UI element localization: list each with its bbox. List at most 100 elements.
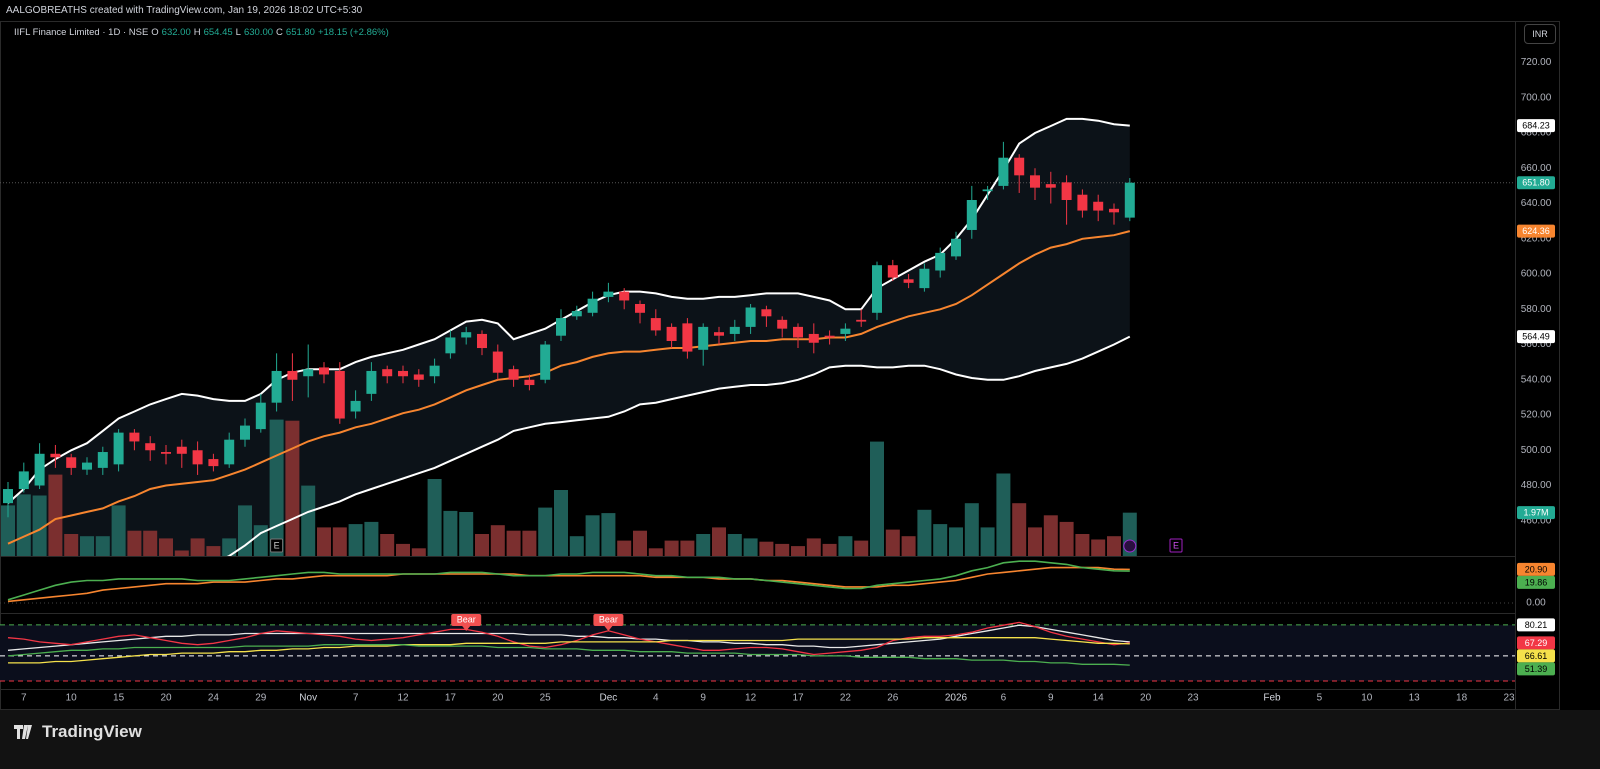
volume-bar [569, 536, 584, 556]
volume-bar [538, 507, 553, 556]
volume-bar [1091, 539, 1106, 556]
candle-body [935, 252, 946, 271]
time-tick-label: Dec [600, 693, 618, 704]
annotation-label: Bear [599, 614, 618, 624]
price-tick-label: 500.00 [1521, 445, 1552, 456]
earnings-marker [270, 538, 284, 553]
volume-bar [601, 513, 616, 556]
indicator-badge: 19.86 [1525, 577, 1548, 587]
volume-bar [95, 536, 110, 556]
candle-body [951, 238, 961, 257]
event-icon [1123, 539, 1137, 553]
volume-bar [48, 474, 63, 556]
band-badge-bg [1517, 224, 1555, 238]
close-value: 651.80 [285, 27, 315, 38]
volume-badge: 1.97M [1523, 508, 1548, 518]
legend: IIFL Finance Limited · 1D · NSE O 632.00 … [14, 27, 389, 38]
price-tick-label: 720.00 [1521, 57, 1552, 68]
candle-body [382, 369, 393, 377]
time-tick-label: 25 [540, 693, 552, 704]
candle-body [1030, 175, 1040, 188]
candle-body [556, 318, 566, 336]
volume-bar [1012, 503, 1027, 556]
candle-body [856, 319, 867, 322]
volume-bar [870, 441, 884, 556]
oscillator-badge: 67.29 [1525, 638, 1548, 648]
volume-bar [301, 485, 316, 556]
band-badge: 624.36 [1522, 226, 1550, 236]
currency-button[interactable]: INR [1524, 24, 1556, 44]
candle-body [303, 369, 314, 377]
candle-body [808, 333, 819, 343]
volume-bar [980, 527, 995, 556]
candle-body [982, 189, 993, 192]
volume-bar [648, 548, 663, 556]
time-tick-label: 22 [840, 693, 852, 704]
volume-bar [949, 527, 963, 556]
candle-body [334, 370, 345, 419]
candle-body [1093, 201, 1104, 211]
price-tick-label: 580.00 [1521, 304, 1552, 315]
volume-bar [727, 534, 742, 556]
candle-body [998, 157, 1009, 186]
indicator-line [7, 560, 1130, 601]
time-tick-label: 20 [492, 693, 504, 704]
volume-bar [1028, 527, 1042, 556]
oscillator-badge-bg [1517, 662, 1555, 676]
candle-body [461, 332, 472, 338]
price-tick-label: 660.00 [1521, 163, 1552, 174]
volume-bar [190, 538, 205, 556]
volume-bar [743, 538, 758, 556]
volume-bar [475, 534, 489, 556]
oscillator-line [7, 644, 1130, 666]
candle-body [840, 328, 851, 334]
annotation-bg [451, 614, 482, 626]
volume-bar [585, 515, 600, 556]
indicator-badge-bg [1517, 562, 1555, 576]
candle-body [793, 326, 803, 338]
candle-body [82, 462, 92, 470]
candle-body [619, 291, 630, 301]
volume-bar [996, 473, 1011, 556]
footer-text: TradingView [42, 722, 142, 741]
volume-badge-bg [1517, 506, 1555, 520]
candle-body [176, 446, 187, 454]
volume-bar [127, 530, 142, 556]
oscillator-badge-bg [1517, 649, 1555, 663]
volume-bar [206, 546, 221, 556]
time-tick-label: 29 [255, 693, 267, 704]
volume-bar [159, 538, 173, 556]
volume-bar [364, 521, 379, 556]
oscillator-line [7, 624, 1130, 651]
volume-bar [680, 540, 695, 556]
price-badge: 651.80 [1522, 178, 1550, 188]
volume-bar [16, 494, 31, 556]
volume-bar [269, 419, 284, 556]
time-tick-label: 9 [1048, 693, 1054, 704]
volume-bar [901, 536, 916, 556]
candle-body [635, 303, 645, 313]
time-tick-label: 5 [1317, 693, 1323, 704]
volume-bar [964, 503, 979, 556]
band-badge-bg [1517, 119, 1555, 133]
candle-body [966, 200, 977, 230]
candle-body [287, 370, 298, 380]
candle-body [208, 459, 219, 467]
volume-bar [411, 548, 426, 556]
level-badge-bg [1517, 618, 1555, 632]
band-badge: 684.23 [1522, 120, 1550, 130]
candle-body [145, 443, 156, 451]
volume-bar [174, 550, 189, 556]
indicator-badge: 20.90 [1525, 564, 1548, 574]
time-tick-label: 12 [397, 693, 409, 704]
price-tick-label: 560.00 [1521, 339, 1552, 350]
candle-body [666, 326, 677, 341]
earnings-marker-label: E [274, 540, 280, 550]
candle-body [714, 332, 724, 336]
time-tick-label: 17 [445, 693, 457, 704]
logo-icon [14, 725, 32, 739]
price-tick-label: 600.00 [1521, 269, 1552, 280]
candle-body [603, 291, 614, 297]
candle-body [477, 333, 487, 349]
indicator-tick-label: 0.00 [1526, 598, 1546, 609]
